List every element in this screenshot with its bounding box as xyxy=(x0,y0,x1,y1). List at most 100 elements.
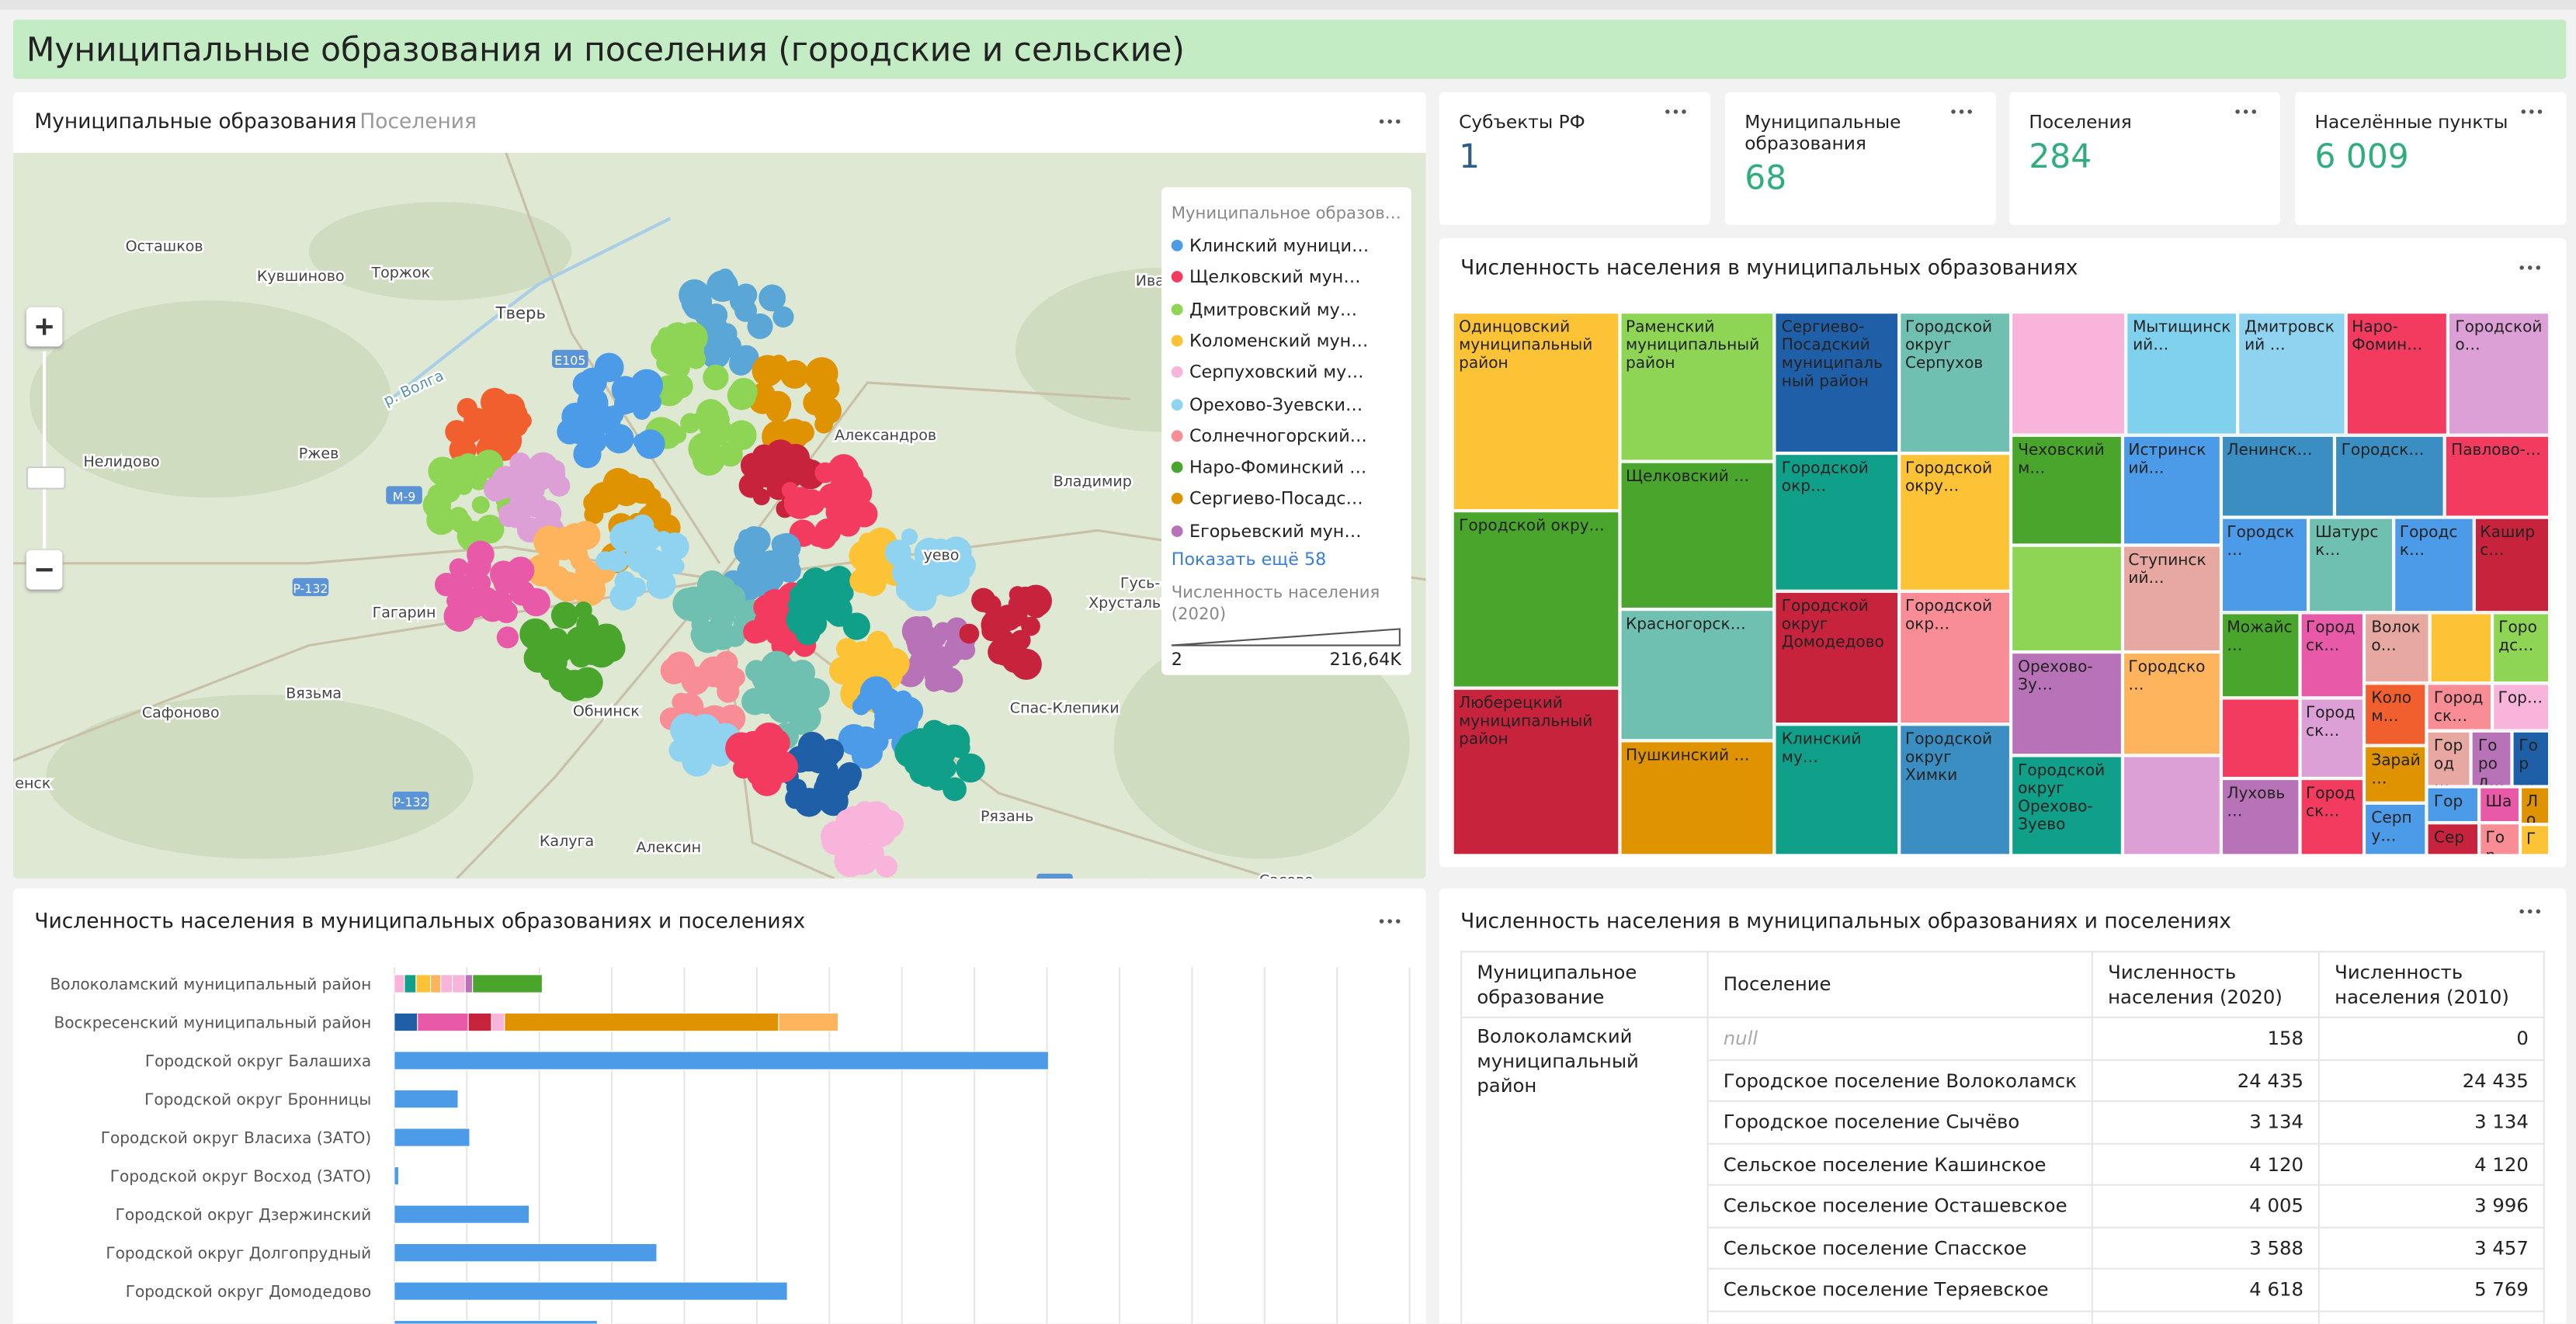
settlement-dot xyxy=(845,651,867,673)
settlement-dot xyxy=(571,667,603,698)
menu-button[interactable] xyxy=(2234,109,2258,115)
tab[interactable]: Муниципальные образования xyxy=(34,108,357,133)
dot xyxy=(1665,109,1670,114)
treemap-tile xyxy=(2430,612,2492,684)
legend-item[interactable]: Орехово-Зуевски… xyxy=(1171,395,1363,414)
menu-button[interactable] xyxy=(1378,918,1401,924)
number-cell: 3 996 xyxy=(2318,1184,2546,1228)
menu-button[interactable] xyxy=(2519,908,2542,914)
settlement-dot xyxy=(445,456,476,487)
map-panel: Муниципальные образования Поселения Оста… xyxy=(12,92,1426,879)
tile-label: Г… xyxy=(2526,830,2542,854)
settlement-cell: Сельское поселение Теряевское xyxy=(1706,1267,2094,1312)
table-row: Сельское поселение Теряевское 4 618 5 769 xyxy=(1461,1267,2546,1312)
table-panel: Численность населения в муниципальных об… xyxy=(1439,888,2567,1324)
tile-label: Городской округ Орехово-Зуево xyxy=(2018,761,2106,834)
settlement-dot xyxy=(503,395,525,417)
settlement-dot xyxy=(938,724,970,757)
legend-item[interactable]: Щелковский мун… xyxy=(1171,269,1361,288)
legend-item[interactable]: Коломенский мун… xyxy=(1171,331,1368,352)
dot xyxy=(2529,109,2534,114)
treemap-panel: Численность населения в муниципальных об… xyxy=(1439,237,2567,868)
treemap-tile: Ступинский… xyxy=(2121,545,2220,653)
place-label: Торжок xyxy=(371,265,431,282)
settlement-dot xyxy=(777,559,801,583)
settlement-dot xyxy=(561,523,589,550)
settlement-cell: Сельское поселение Спасское xyxy=(1706,1225,2094,1270)
settlement-dot xyxy=(443,601,475,633)
bar-chart: Волоколамский муниципальный район Воскрес… xyxy=(50,967,1411,1324)
settlement-dot xyxy=(575,601,592,619)
show-more[interactable]: Показать ещё 58 xyxy=(1171,549,1327,570)
settlement-dot xyxy=(691,615,709,633)
road-label: P-132 xyxy=(393,795,428,809)
settlement-dot xyxy=(839,771,859,792)
legend-item[interactable]: Егорьевский мун… xyxy=(1171,522,1362,542)
settlement-dot xyxy=(680,413,701,434)
tab[interactable]: Поселения xyxy=(359,108,477,133)
legend-swatch xyxy=(1171,429,1183,442)
size-min: 2 xyxy=(1171,650,1182,671)
zoom-in[interactable] xyxy=(26,307,63,347)
bar-segment xyxy=(491,1012,505,1032)
legend-swatch xyxy=(1171,366,1183,379)
menu-button[interactable] xyxy=(1950,109,1974,115)
place-label: Гусь- xyxy=(1120,575,1160,592)
legend-item[interactable]: Серпуховский му… xyxy=(1171,363,1364,383)
legend-item[interactable]: Клинский муници… xyxy=(1171,237,1369,256)
settlement-dot xyxy=(759,284,786,312)
tile-label: Городской о… xyxy=(2455,318,2543,355)
place-label: Кувшиново xyxy=(257,268,345,285)
zoom-handle[interactable] xyxy=(26,466,66,490)
road-badge xyxy=(1036,873,1073,879)
settlement-dot xyxy=(901,528,918,546)
place-label: Нелидово xyxy=(83,453,159,470)
settlement-dot xyxy=(877,710,897,730)
treemap-tile: Город… xyxy=(2427,730,2472,787)
settlement-dot xyxy=(741,549,766,575)
legend-item[interactable]: Наро-Фоминский … xyxy=(1171,459,1366,478)
legend-swatch xyxy=(1171,398,1183,410)
legend-item[interactable]: Солнечногорский… xyxy=(1171,427,1367,446)
treemap-tile: Наро-Фомин… xyxy=(2345,312,2449,435)
zoom-slider[interactable] xyxy=(43,351,47,549)
table-title: Численность населения в муниципальных об… xyxy=(1460,908,2231,933)
settlement-dot xyxy=(774,633,795,654)
road-label: M-9 xyxy=(393,489,416,504)
menu-button[interactable] xyxy=(1378,118,1401,124)
bar-segment xyxy=(394,1243,658,1263)
treemap-tile: Городской округ Химки xyxy=(1898,725,2012,856)
tile-label: Орехово-Зу… xyxy=(2018,657,2093,695)
treemap-tile: Колом… xyxy=(2364,683,2428,746)
legend-label: Егорьевский мун… xyxy=(1189,522,1362,542)
column-header: Численность населения (2020) xyxy=(2091,951,2321,1018)
tile-label: Можайс… xyxy=(2227,618,2293,655)
settlement-dot xyxy=(531,469,554,490)
settlement-dot xyxy=(760,650,793,684)
menu-button[interactable] xyxy=(2520,109,2543,115)
settlement-cell: Городское поселение Волоколамск xyxy=(1706,1058,2094,1102)
legend-item[interactable]: Дмитровский му… xyxy=(1171,300,1357,320)
treemap-tile: Раменский муниципальный район xyxy=(1619,312,1776,461)
legend-label: Сергиево-Посадс… xyxy=(1189,490,1363,510)
zoom-out[interactable] xyxy=(26,549,63,590)
bar-segment xyxy=(394,1281,788,1301)
y-tick-label: Городской округ Бронницы xyxy=(144,1090,371,1108)
legend-item[interactable]: Сергиево-Посадс… xyxy=(1171,490,1363,510)
treemap-tile: Серпу… xyxy=(2364,802,2428,856)
menu-button[interactable] xyxy=(1665,109,1688,115)
treemap-tile: Городск… xyxy=(2299,698,2365,779)
settlement-dot xyxy=(814,782,839,808)
menu-button[interactable] xyxy=(2519,265,2542,271)
legend-swatch xyxy=(1171,525,1183,537)
number-cell: 4 120 xyxy=(2318,1142,2546,1186)
legend-label: Серпуховский му… xyxy=(1189,363,1364,383)
kpi-value: 284 xyxy=(2029,136,2092,176)
road-label: P-132 xyxy=(293,581,328,596)
treemap-tile: Городской окру… xyxy=(1898,452,2012,591)
kpi-card: Муниципальные образования 68 xyxy=(1724,92,1997,225)
treemap-tile: Щелковский … xyxy=(1619,460,1776,609)
tile-label: Городской окр… xyxy=(1781,459,1869,497)
dot xyxy=(2251,109,2257,114)
settlement-dot xyxy=(487,421,514,449)
